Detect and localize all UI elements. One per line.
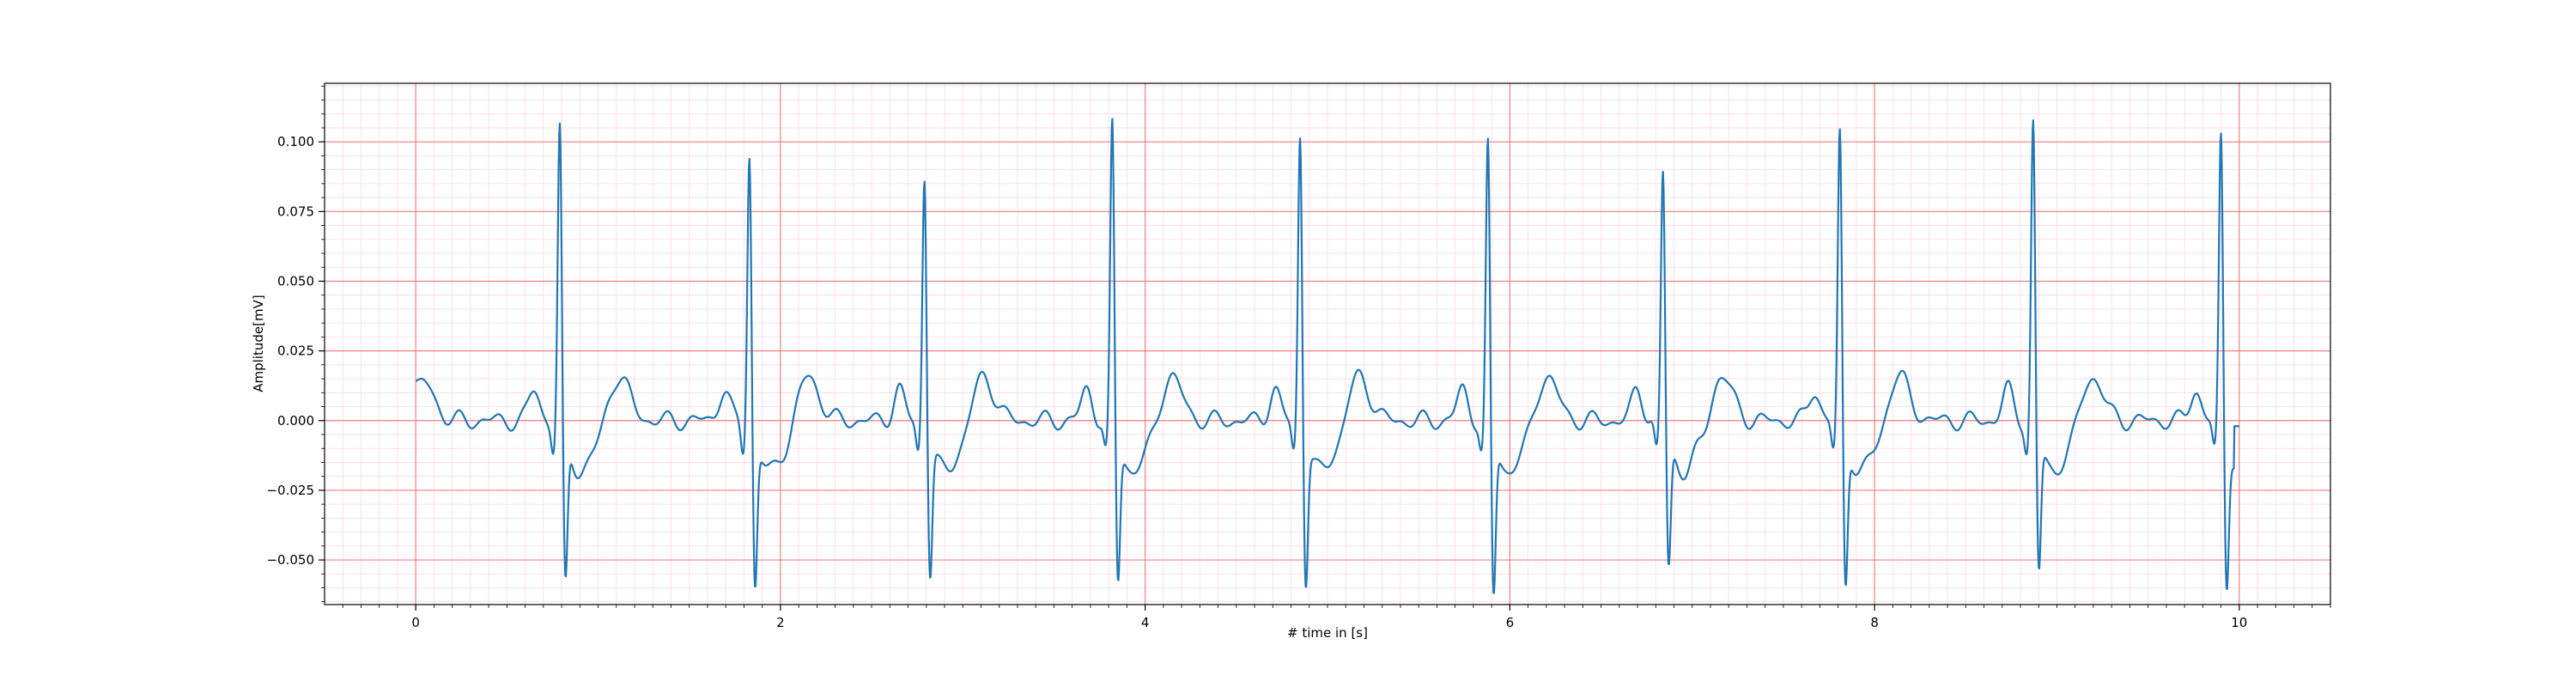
y-tick-label: 0.075 bbox=[277, 204, 314, 219]
ticks-layer: 0 2 4 6 8 10 −0.050 −0.025 0.000 0.025 0.050 0.075 0… bbox=[266, 85, 2331, 630]
x-tick-label: 0 bbox=[411, 615, 420, 630]
x-tick-label: 2 bbox=[776, 615, 785, 630]
major-grid bbox=[325, 83, 2330, 605]
y-tick-label: −0.050 bbox=[266, 552, 314, 568]
x-tick-label: 6 bbox=[1506, 615, 1515, 630]
x-axis-label: # time in [s] bbox=[1287, 625, 1368, 641]
y-axis-label: Amplitude[mV] bbox=[251, 295, 266, 392]
ecg-series-line bbox=[415, 118, 2240, 594]
y-tick-label: −0.025 bbox=[266, 483, 314, 498]
x-tick-label: 4 bbox=[1141, 615, 1150, 630]
x-tick-label: 8 bbox=[1870, 615, 1879, 630]
y-tick-label: 0.025 bbox=[277, 344, 314, 359]
y-tick-label: 0.050 bbox=[277, 273, 314, 289]
x-tick-label: 10 bbox=[2231, 615, 2247, 630]
y-tick-label: 0.100 bbox=[277, 134, 314, 149]
series-layer bbox=[415, 118, 2240, 594]
y-tick-label: 0.000 bbox=[277, 413, 314, 429]
